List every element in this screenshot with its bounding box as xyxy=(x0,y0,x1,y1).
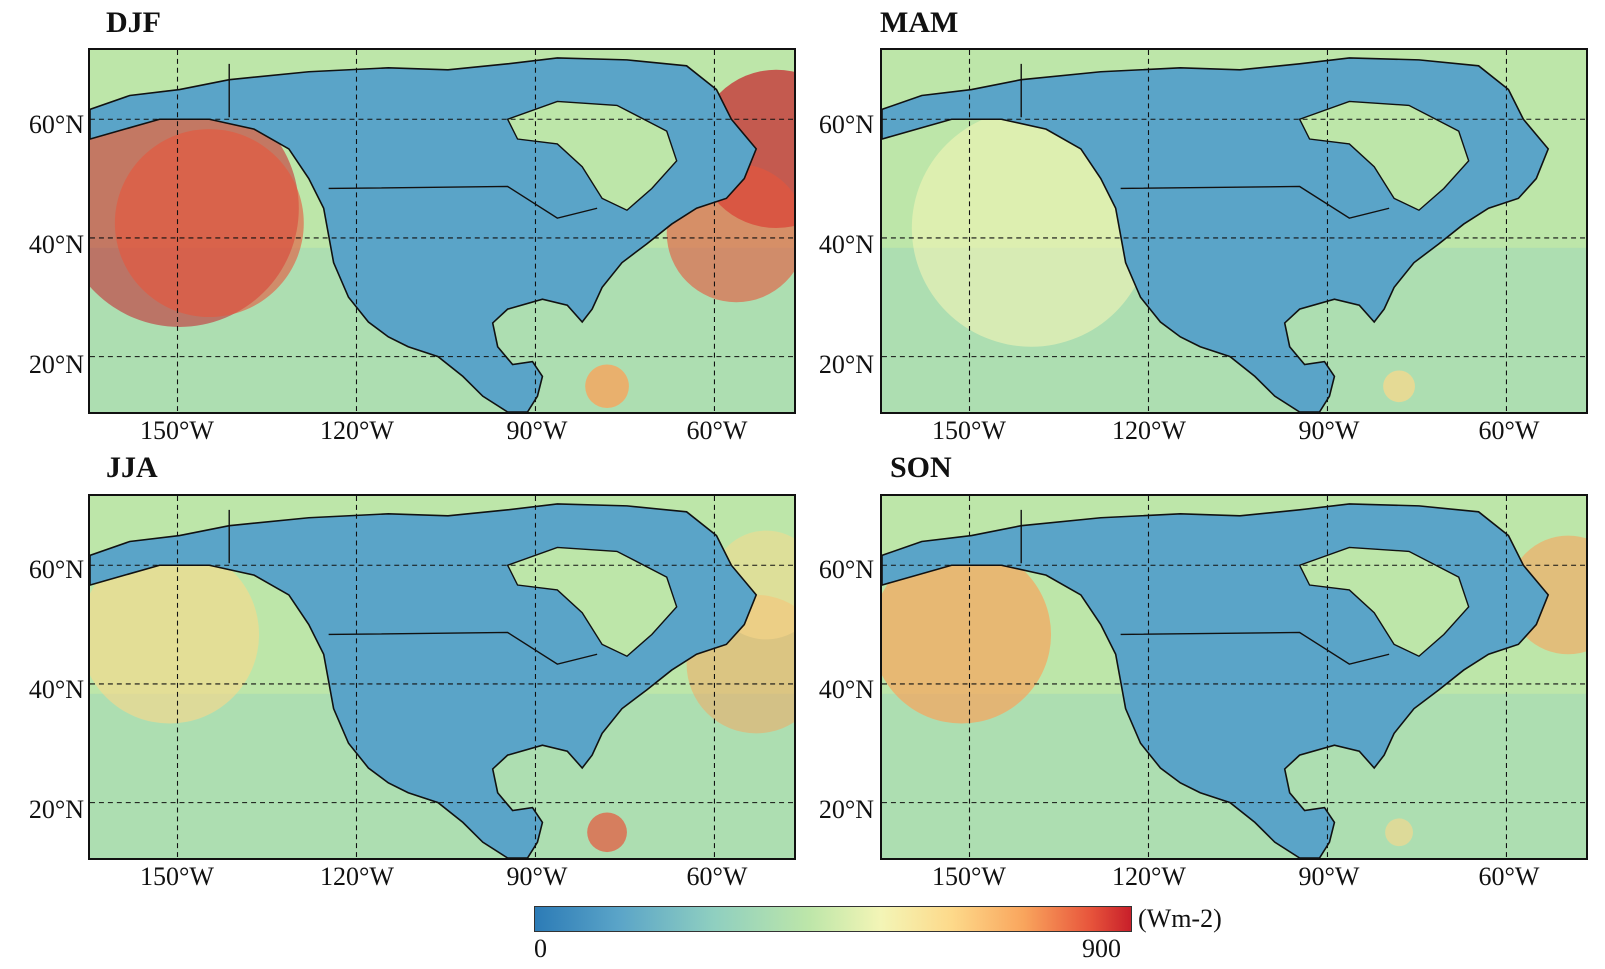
flux-blob xyxy=(1385,818,1413,847)
greenland-island xyxy=(506,546,678,658)
map-panel-djf xyxy=(88,48,796,414)
lat-label-40n-son: 40°N xyxy=(818,675,874,704)
flux-blob xyxy=(90,545,260,724)
lon-label-60w-son: 60°W xyxy=(1478,862,1540,891)
lon-label-90w-jja: 90°W xyxy=(506,862,568,891)
map-panel-son xyxy=(880,494,1588,860)
lon-label-120w-jja: 120°W xyxy=(320,862,394,891)
colorbar-max-label: 900 xyxy=(1082,934,1121,963)
lon-label-120w-son: 120°W xyxy=(1112,862,1186,891)
flux-blob xyxy=(114,129,304,318)
flux-blob xyxy=(1383,370,1415,403)
map-svg-jja xyxy=(90,496,794,858)
panel-title-mam: MAM xyxy=(880,6,959,39)
lat-label-20n-djf: 20°N xyxy=(28,350,84,379)
flux-blob xyxy=(587,812,627,853)
lon-label-120w-mam: 120°W xyxy=(1112,416,1186,445)
lat-label-20n-son: 20°N xyxy=(818,795,874,824)
lat-label-40n-djf: 40°N xyxy=(28,230,84,259)
panel-title-djf: DJF xyxy=(106,6,161,39)
greenland-island xyxy=(1298,546,1470,658)
flux-blob xyxy=(585,364,629,409)
lon-label-90w-mam: 90°W xyxy=(1298,416,1360,445)
lat-label-60n-son: 60°N xyxy=(818,555,874,584)
lat-label-60n-jja: 60°N xyxy=(28,555,84,584)
country-border xyxy=(228,509,598,665)
map-panel-mam xyxy=(880,48,1588,414)
lat-label-60n-djf: 60°N xyxy=(28,110,84,139)
lon-label-150w-son: 150°W xyxy=(932,862,1006,891)
greenland-island xyxy=(1298,100,1470,212)
country-border xyxy=(1020,63,1390,219)
panel-title-son: SON xyxy=(890,451,952,484)
lat-label-40n-jja: 40°N xyxy=(28,675,84,704)
map-svg-son xyxy=(882,496,1586,858)
map-panel-jja xyxy=(88,494,796,860)
country-border xyxy=(1020,509,1390,665)
lat-label-20n-mam: 20°N xyxy=(818,350,874,379)
lon-label-90w-son: 90°W xyxy=(1298,862,1360,891)
lat-label-60n-mam: 60°N xyxy=(818,110,874,139)
map-svg-mam xyxy=(882,50,1586,412)
colorbar-unit-label: (Wm-2) xyxy=(1138,904,1222,933)
lon-label-90w-djf: 90°W xyxy=(506,416,568,445)
flux-blob xyxy=(882,545,1052,724)
map-svg-djf xyxy=(90,50,794,412)
lon-label-120w-djf: 120°W xyxy=(320,416,394,445)
lon-label-60w-djf: 60°W xyxy=(686,416,748,445)
lat-label-20n-jja: 20°N xyxy=(28,795,84,824)
colorbar-min-label: 0 xyxy=(534,934,547,963)
lon-label-150w-jja: 150°W xyxy=(140,862,214,891)
colorbar xyxy=(534,906,1132,932)
lat-label-40n-mam: 40°N xyxy=(818,230,874,259)
lon-label-60w-jja: 60°W xyxy=(686,862,748,891)
lon-label-150w-mam: 150°W xyxy=(932,416,1006,445)
greenland-island xyxy=(506,100,678,212)
lon-label-150w-djf: 150°W xyxy=(140,416,214,445)
flux-blob xyxy=(911,109,1151,347)
lon-label-60w-mam: 60°W xyxy=(1478,416,1540,445)
panel-title-jja: JJA xyxy=(106,451,158,484)
country-border xyxy=(228,63,598,219)
